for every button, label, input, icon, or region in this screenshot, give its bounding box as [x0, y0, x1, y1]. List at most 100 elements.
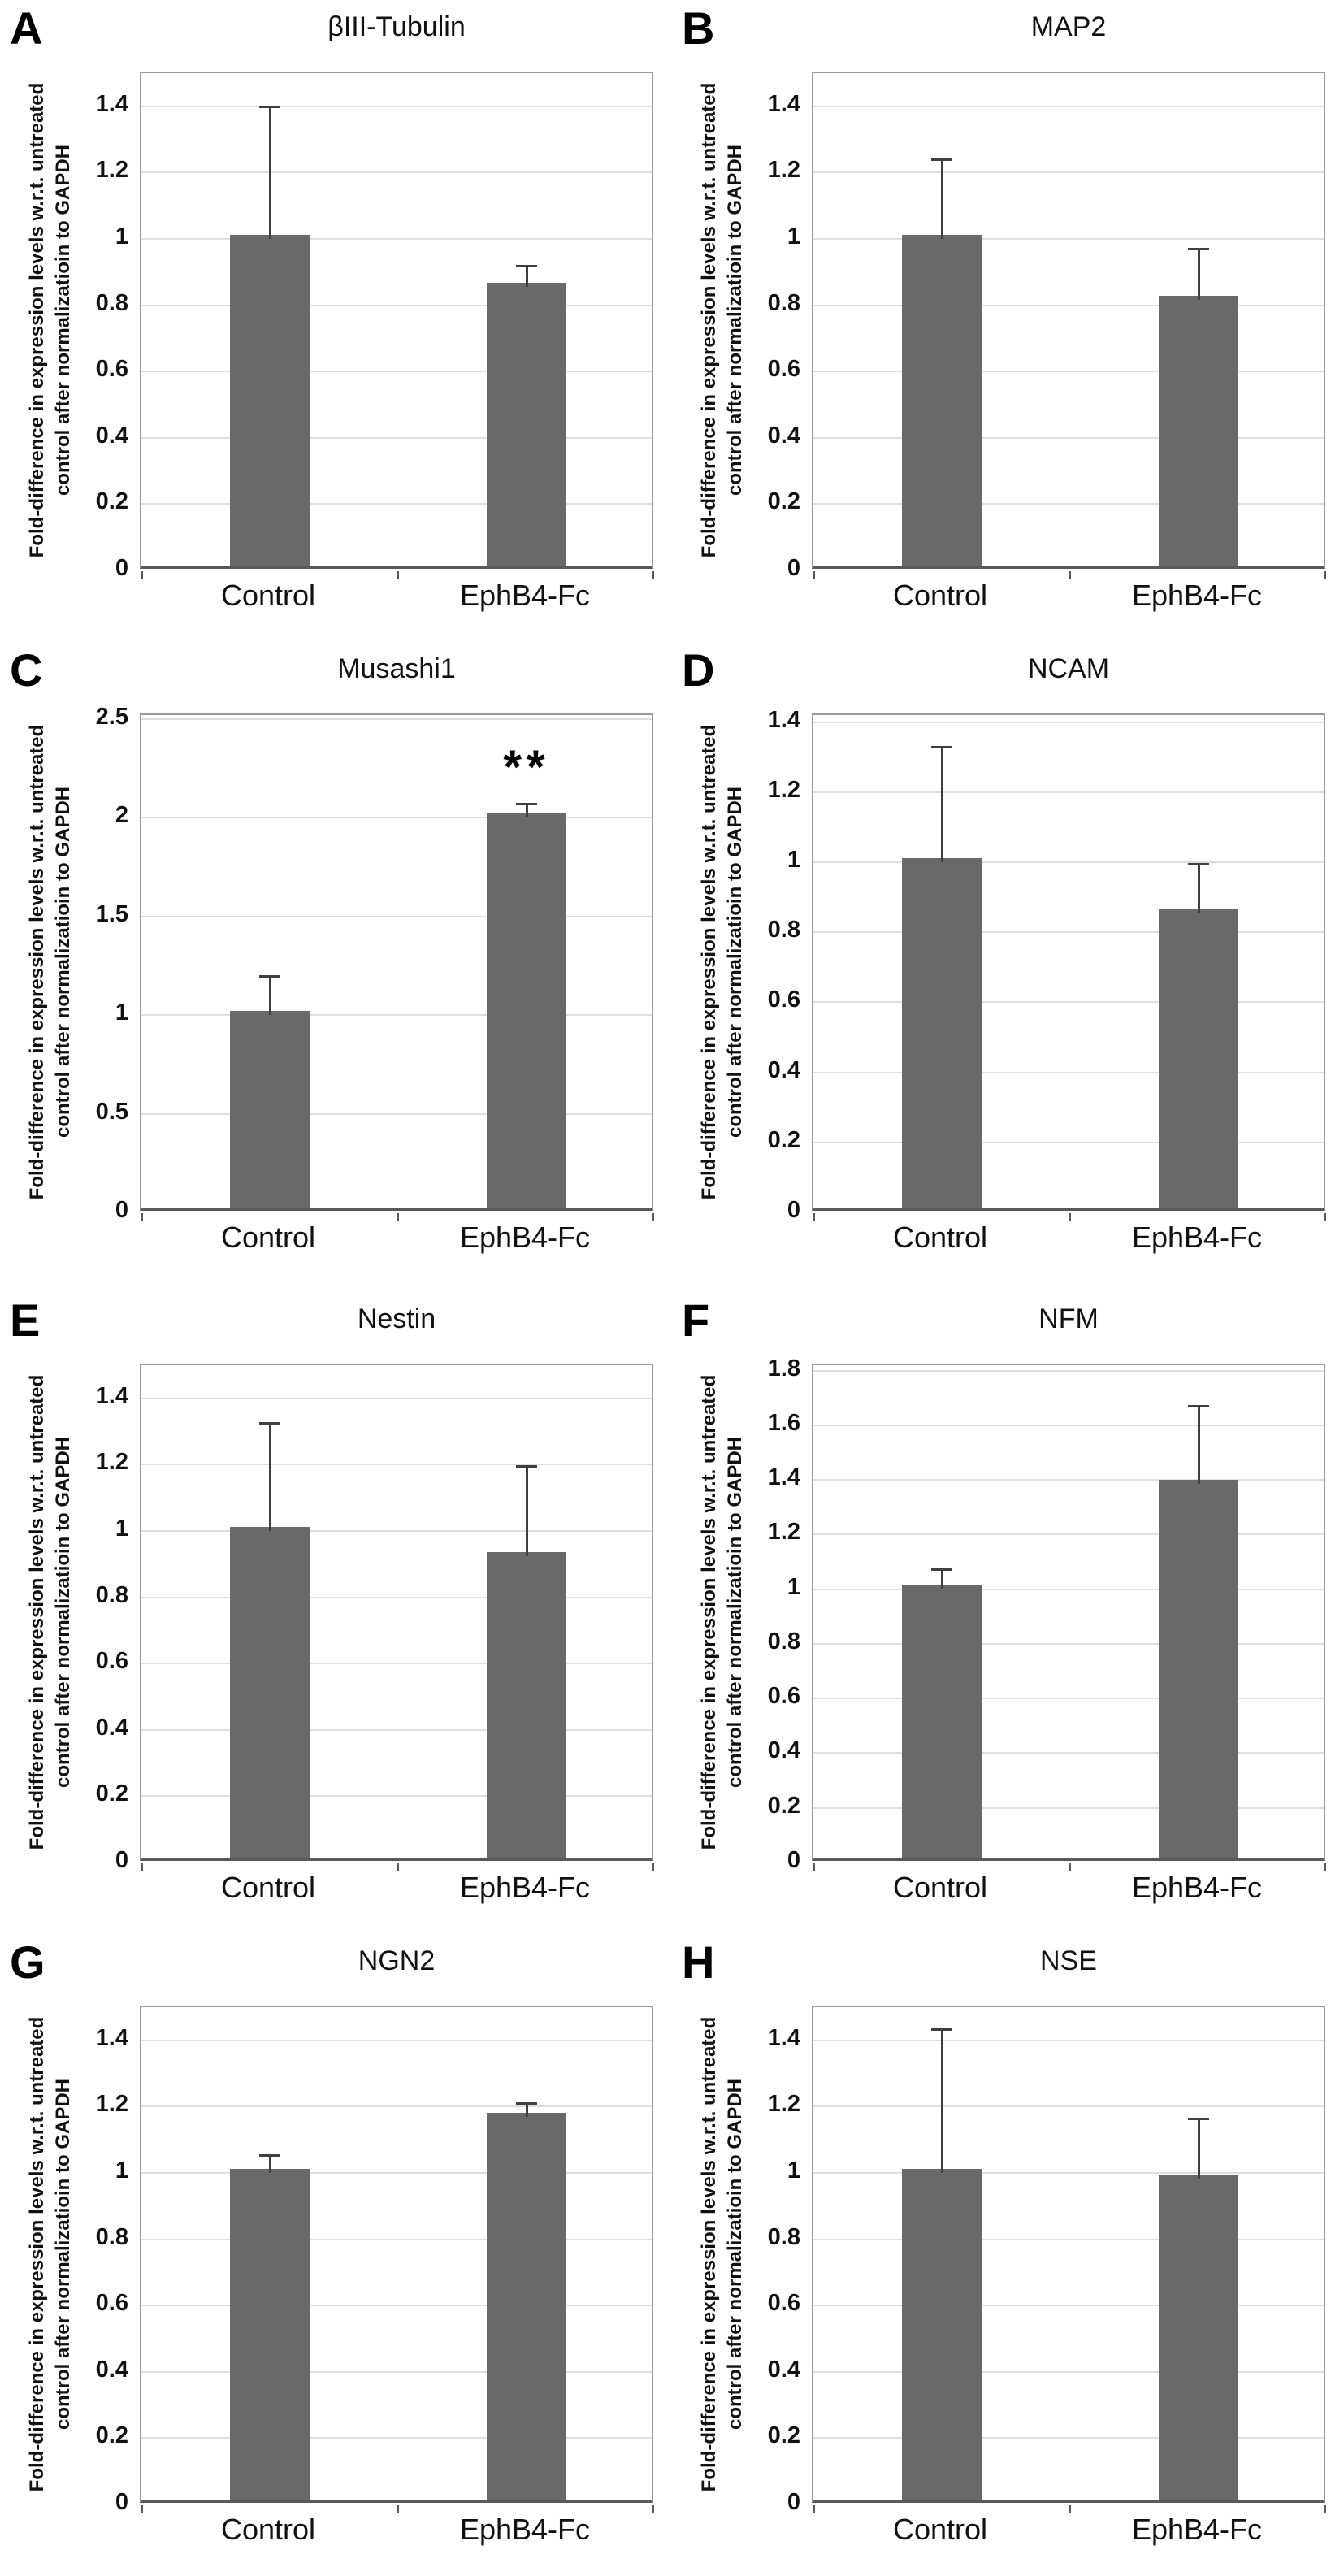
panel-h: H NSE Fold-difference in expression levels…	[672, 1934, 1344, 2576]
y-axis-label-line-1: Fold-difference in expression levels w.r…	[25, 724, 48, 1200]
y-tick-label: 1	[787, 847, 800, 873]
x-axis-label-control: Control	[220, 2513, 316, 2546]
panel-e: E Nestin Fold-difference in expression lev…	[0, 1292, 672, 1934]
y-tick-label: 0.8	[95, 2223, 128, 2250]
y-tick-label: 0.4	[95, 1714, 128, 1741]
bar-ephb4-fc	[487, 283, 566, 566]
gridline	[141, 2172, 652, 2174]
error-bar-cap-ephb4-fc	[1188, 1405, 1209, 1408]
gridline	[813, 238, 1324, 240]
panel-d: D NCAM Fold-difference in expression level…	[672, 642, 1344, 1292]
gridline	[141, 371, 652, 373]
y-axis-label-line-1: Fold-difference in expression levels w.r…	[697, 2016, 720, 2492]
gridline	[141, 1014, 652, 1017]
panel-letter: C	[10, 644, 43, 696]
y-axis-label-line-1: Fold-difference in expression levels w.r…	[25, 2016, 48, 2492]
y-axis-label-line-2: control after normalizatioin to GAPDH	[724, 786, 746, 1138]
y-tick-label: 0.2	[95, 2422, 128, 2449]
bar-ephb4-fc	[487, 1551, 566, 1858]
y-tick-label: 0	[115, 1847, 128, 1873]
x-axis-tick	[652, 1863, 654, 1871]
chart-title: βIII-Tubulin	[327, 11, 466, 42]
y-tick-label: 1.2	[767, 776, 800, 803]
gridline	[141, 2238, 652, 2240]
bar-ephb4-fc	[1159, 909, 1238, 1208]
y-tick-label: 0.2	[95, 488, 128, 515]
gridline	[813, 1698, 1324, 1700]
gridline	[141, 1795, 652, 1798]
x-axis-label-ephb4-fc: EphB4-Fc	[1131, 1871, 1263, 1904]
x-axis-label-control: Control	[220, 579, 316, 612]
chart-title: Musashi1	[337, 653, 456, 684]
error-bar-control	[940, 2028, 943, 2173]
x-axis-tick	[141, 2505, 143, 2513]
bar-control	[902, 235, 982, 566]
error-bar-control	[940, 746, 943, 862]
gridline	[141, 238, 652, 240]
y-tick-label: 1.4	[767, 90, 800, 117]
x-axis-label-control: Control	[892, 579, 988, 612]
y-tick-label: 0	[787, 2489, 800, 2515]
x-axis-tick	[1324, 1213, 1326, 1221]
bar-ephb4-fc	[487, 2112, 566, 2500]
y-tick-label: 1	[787, 1573, 800, 1600]
y-tick-label: 0	[115, 2489, 128, 2515]
y-axis-label-line-1: Fold-difference in expression levels w.r…	[697, 724, 720, 1200]
error-bar-control	[268, 1423, 271, 1531]
plot-area: **	[140, 713, 654, 1221]
gridline	[141, 2105, 652, 2108]
plot-area	[140, 72, 654, 579]
x-axis-tick	[1324, 571, 1326, 579]
x-axis-label-ephb4-fc: EphB4-Fc	[1131, 1221, 1263, 1254]
bar-ephb4-fc	[487, 813, 566, 1208]
gridline	[813, 931, 1324, 934]
x-axis-tick	[397, 1213, 399, 1221]
error-bar-ephb4-fc	[1197, 1406, 1200, 1485]
y-axis-label-line-1: Fold-difference in expression levels w.r…	[25, 1374, 48, 1850]
gridline	[813, 1588, 1324, 1590]
gridline	[813, 2172, 1324, 2174]
x-axis-label-ephb4-fc: EphB4-Fc	[1131, 2513, 1263, 2546]
x-axis-label-control: Control	[892, 2513, 988, 2546]
gridline	[813, 1001, 1324, 1004]
y-tick-label: 1	[787, 2158, 800, 2184]
x-axis-tick	[652, 571, 654, 579]
y-tick-label: 1	[115, 223, 128, 249]
x-axis-label-ephb4-fc: EphB4-Fc	[1131, 579, 1263, 612]
y-axis-label-text: Fold-difference in expression levels w.r…	[683, 1364, 761, 1861]
error-bar-cap-ephb4-fc	[1188, 2117, 1209, 2120]
gridline	[813, 2370, 1324, 2373]
error-bar-control	[940, 159, 943, 239]
x-axis-label-control: Control	[892, 1221, 988, 1254]
y-axis-label-line-1: Fold-difference in expression levels w.r…	[697, 82, 720, 558]
error-bar-cap-ephb4-fc	[516, 2102, 537, 2105]
error-bar-cap-control	[931, 158, 952, 162]
error-bar-cap-ephb4-fc	[1188, 248, 1209, 251]
plot-area	[812, 72, 1326, 579]
x-axis-tick	[397, 571, 399, 579]
y-tick-label: 0.8	[95, 1581, 128, 1608]
bar-control	[230, 2169, 310, 2500]
x-axis-tick	[652, 2505, 654, 2513]
x-axis-tick	[813, 1863, 815, 1871]
y-tick-label: 1	[115, 1000, 128, 1026]
error-bar-ephb4-fc	[525, 265, 528, 288]
y-tick-label: 1.4	[95, 90, 128, 117]
gridline	[141, 503, 652, 505]
x-axis-tick	[141, 1213, 143, 1221]
plot-area	[812, 2006, 1326, 2513]
error-bar-ephb4-fc	[1197, 249, 1200, 301]
x-axis-tick	[141, 1863, 143, 1871]
panel-b: B MAP2 Fold-difference in expression level…	[672, 0, 1344, 642]
y-tick-label: 0.4	[767, 422, 800, 449]
x-axis-label-control: Control	[220, 1871, 316, 1904]
y-tick-label: 1.5	[95, 900, 128, 927]
y-tick-label: 0.6	[95, 2290, 128, 2317]
gridline	[813, 304, 1324, 306]
chart-title: NFM	[1038, 1303, 1099, 1334]
x-axis-tick	[1069, 1213, 1071, 1221]
y-tick-label: 0.8	[767, 1628, 800, 1654]
y-tick-label: 0.4	[95, 422, 128, 449]
panel-letter: F	[682, 1295, 710, 1346]
